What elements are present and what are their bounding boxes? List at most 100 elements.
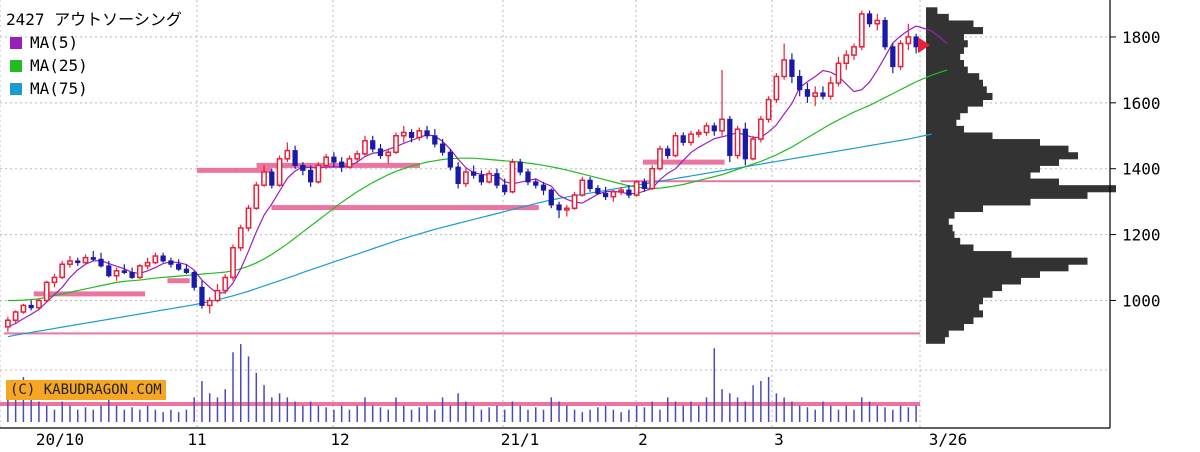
support-band: [197, 167, 272, 173]
y-tick-label: 1200: [1122, 226, 1161, 245]
candle-body-up: [354, 153, 361, 160]
candle-body-down: [28, 304, 34, 309]
candle-body-down: [727, 118, 733, 157]
candle-body-down: [548, 189, 554, 206]
candle-body-down: [742, 128, 748, 160]
candle-body-down: [160, 255, 166, 262]
profile-bar: [926, 316, 974, 325]
moving-averages: [7, 25, 948, 338]
candle-body-up: [835, 62, 842, 84]
candle-body-up: [59, 263, 66, 279]
profile-bar: [926, 277, 1021, 285]
candle-body-up: [152, 255, 159, 264]
candle-body-down: [121, 270, 127, 273]
candle-body-down: [882, 19, 888, 48]
candle-body-up: [571, 194, 578, 209]
chart-title: 2427 アウトソーシング: [6, 9, 182, 29]
candle-body-down: [377, 148, 384, 157]
profile-bar: [926, 323, 964, 331]
candle-body-up: [253, 184, 260, 209]
candle-body-down: [797, 75, 803, 91]
x-tick-label: 3/26: [929, 430, 968, 449]
candle-body-down: [176, 263, 182, 270]
candle-body-down: [502, 184, 508, 193]
profile-bar: [926, 244, 974, 252]
ma5-line: [7, 25, 948, 328]
candle-body-up: [385, 151, 392, 157]
candle-body-up: [323, 156, 330, 167]
profile-bar: [926, 33, 964, 41]
profile-bar: [926, 165, 1040, 173]
profile-bar: [926, 158, 1059, 166]
candle-body-up: [315, 164, 322, 183]
profile-bar: [926, 185, 1116, 193]
legend-swatch: [10, 59, 22, 72]
support-band: [33, 291, 146, 297]
candle-body-down: [890, 46, 896, 68]
candle-body-up: [897, 42, 904, 68]
profile-bar: [926, 125, 964, 133]
candle-body-down: [680, 135, 686, 143]
profile-bar: [926, 172, 1031, 180]
profile-bar: [926, 231, 955, 239]
candle-body-up: [734, 128, 741, 157]
candle-body-down: [331, 156, 337, 163]
candle-body-down: [447, 151, 453, 168]
x-tick-label: 11: [187, 430, 206, 449]
candle-body-up: [858, 13, 865, 48]
candle-body-down: [595, 187, 601, 194]
support-bands: [0, 159, 920, 406]
legend-swatch: [10, 82, 22, 95]
candle-body-down: [626, 189, 632, 196]
candle-body-up: [4, 319, 11, 328]
profile-bar: [926, 211, 955, 219]
profile-bar: [926, 79, 983, 87]
candle-body-down: [292, 150, 298, 166]
profile-bar: [926, 73, 980, 81]
candle-body-up: [688, 133, 694, 144]
candle-body-down: [199, 286, 205, 306]
support-band: [620, 180, 920, 183]
candle-body-up: [12, 311, 19, 321]
x-tick-label: 3: [774, 430, 784, 449]
candle-body-up: [633, 181, 640, 196]
x-tick-label: 20/10: [36, 430, 84, 449]
candle-body-up: [36, 299, 42, 309]
candle-body-down: [556, 204, 562, 211]
candle-body-up: [261, 171, 267, 186]
candle-body-down: [90, 257, 96, 260]
candle-body-up: [113, 270, 120, 277]
candle-body-up: [579, 179, 586, 196]
y-tick-label: 1400: [1122, 160, 1161, 179]
candle-body-up: [237, 227, 244, 249]
profile-bar: [926, 330, 949, 338]
profile-bar: [926, 145, 1069, 153]
candle-body-down: [129, 271, 135, 278]
legend-item-ma5: MA(5): [4, 31, 182, 54]
profile-bar: [926, 204, 983, 213]
candle-body-up: [276, 158, 283, 186]
candle-body-up: [144, 261, 151, 267]
profile-bar: [926, 303, 980, 311]
candle-body-down: [820, 92, 826, 97]
profile-bar: [926, 20, 974, 28]
candle-body-down: [804, 89, 811, 97]
profile-bar: [926, 237, 961, 245]
profile-bar: [926, 92, 993, 101]
volume-band: [0, 402, 920, 406]
x-tick-label: 21/1: [501, 430, 540, 449]
candle-body-up: [214, 289, 221, 302]
candle-body-down: [540, 184, 547, 191]
y-tick-label: 1000: [1122, 291, 1161, 310]
candle-body-down: [269, 171, 275, 186]
profile-bar: [926, 264, 1069, 272]
support-band: [642, 159, 725, 165]
profile-bar: [926, 198, 1031, 206]
candle-body-up: [695, 131, 702, 135]
candle-body-up: [905, 36, 912, 45]
candle-body-down: [641, 181, 648, 189]
candle-body-down: [432, 135, 438, 145]
candle-body-down: [455, 166, 461, 185]
profile-bar: [926, 112, 961, 120]
candle-body-down: [471, 171, 477, 176]
